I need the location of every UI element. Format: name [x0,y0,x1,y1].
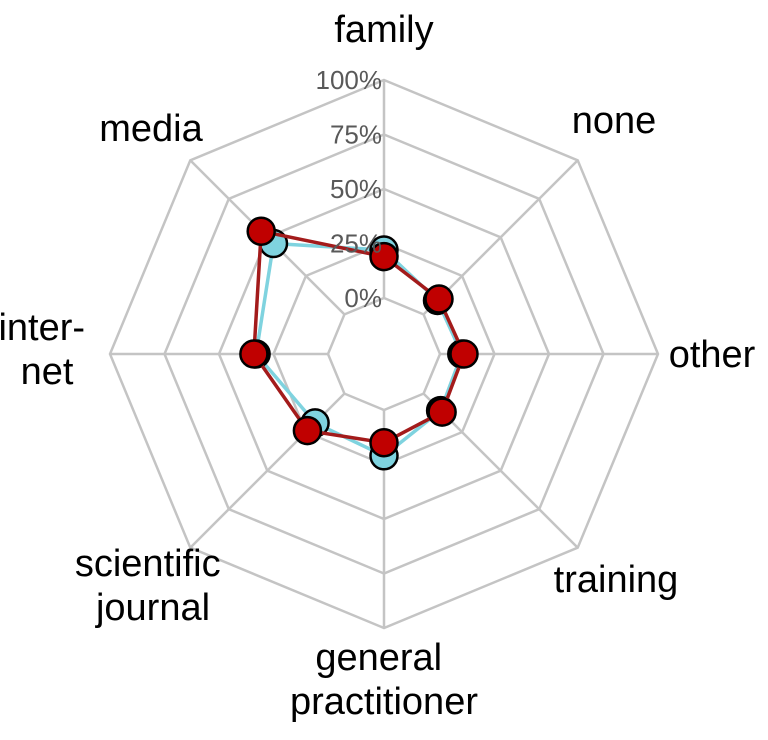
series-2-point-none [424,284,454,314]
category-label-scientific-journal: scientific journal [75,543,231,629]
category-labels: family none other training general pract… [0,9,756,723]
series-2-point-scientific-journal [292,415,323,446]
tick-label-100: 100% [316,65,383,95]
series-2-point-family [369,241,399,272]
series-layer [239,216,479,471]
category-label-media: media [99,108,203,150]
series-2-point-general-practitioner [369,427,399,458]
series-2-point-internet [239,339,269,369]
series-2-point-other [449,339,479,369]
series-2 [239,216,479,458]
category-label-none: none [572,100,657,142]
tick-label-50: 50% [330,174,382,204]
grid-ring-0 [326,296,442,412]
series-2-point-training [427,397,457,427]
tick-label-0: 0% [344,283,382,313]
series-1-line [254,241,464,458]
category-label-training: training [554,559,679,601]
category-label-general-practitioner: general practitioner [290,637,478,723]
series-2-point-media [246,216,276,246]
category-label-other: other [669,334,756,376]
category-label-internet: inter- net [0,307,96,393]
tick-label-75: 75% [330,120,382,150]
tick-label-25: 25% [330,229,382,259]
tick-labels: 0% 25% 50% 75% 100% [316,65,383,313]
category-label-family: family [334,9,433,51]
